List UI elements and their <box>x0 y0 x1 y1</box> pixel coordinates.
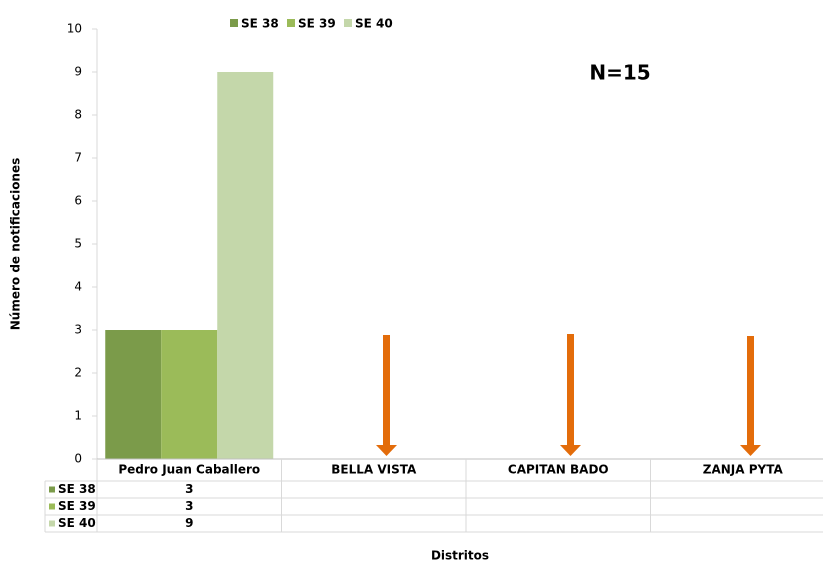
arrow-head <box>560 445 581 456</box>
y-tick-label: 6 <box>74 194 82 208</box>
y-tick-label: 1 <box>74 409 82 423</box>
legend-label: SE 39 <box>298 17 336 31</box>
arrow-head <box>740 445 761 456</box>
legend-key <box>230 19 238 27</box>
y-tick-label: 7 <box>74 151 82 165</box>
y-tick-label: 10 <box>67 22 82 36</box>
arrow-shaft <box>567 334 574 445</box>
x-tick-label: Pedro Juan Caballero <box>118 463 260 477</box>
x-axis-title: Distritos <box>431 549 489 563</box>
legend-key <box>287 19 295 27</box>
table-value: 9 <box>185 516 193 530</box>
legend-label: SE 38 <box>241 17 279 31</box>
y-axis-title: Número de notificaciones <box>9 158 23 331</box>
arrow-shaft <box>747 336 754 445</box>
y-tick-label: 8 <box>74 108 82 122</box>
table-legend-key <box>49 486 55 493</box>
table-value: 3 <box>185 499 193 513</box>
arrows <box>376 334 761 456</box>
bar <box>161 330 218 459</box>
arrow-shaft <box>383 335 390 445</box>
table-row-label: SE 39 <box>58 499 96 513</box>
bar <box>105 330 162 459</box>
y-tick-label: 5 <box>74 237 82 251</box>
legend-key <box>344 19 352 27</box>
legend-label: SE 40 <box>355 17 393 31</box>
y-tick-label: 0 <box>74 452 82 466</box>
x-tick-label: BELLA VISTA <box>331 463 417 477</box>
table-row-label: SE 40 <box>58 516 96 530</box>
table-legend-key <box>49 520 55 527</box>
x-tick-label: CAPITAN BADO <box>508 463 609 477</box>
x-tick-label: ZANJA PYTA <box>703 463 784 477</box>
y-tick-label: 2 <box>74 366 82 380</box>
arrow-head <box>376 445 397 456</box>
bar <box>217 72 274 459</box>
y-tick-label: 3 <box>74 323 82 337</box>
annotation: N=15 <box>589 61 650 85</box>
table-value: 3 <box>185 482 193 496</box>
y-tick-label: 9 <box>74 65 82 79</box>
y-tick-label: 4 <box>74 280 82 294</box>
table-legend-key <box>49 503 55 510</box>
table-row-label: SE 38 <box>58 482 96 496</box>
